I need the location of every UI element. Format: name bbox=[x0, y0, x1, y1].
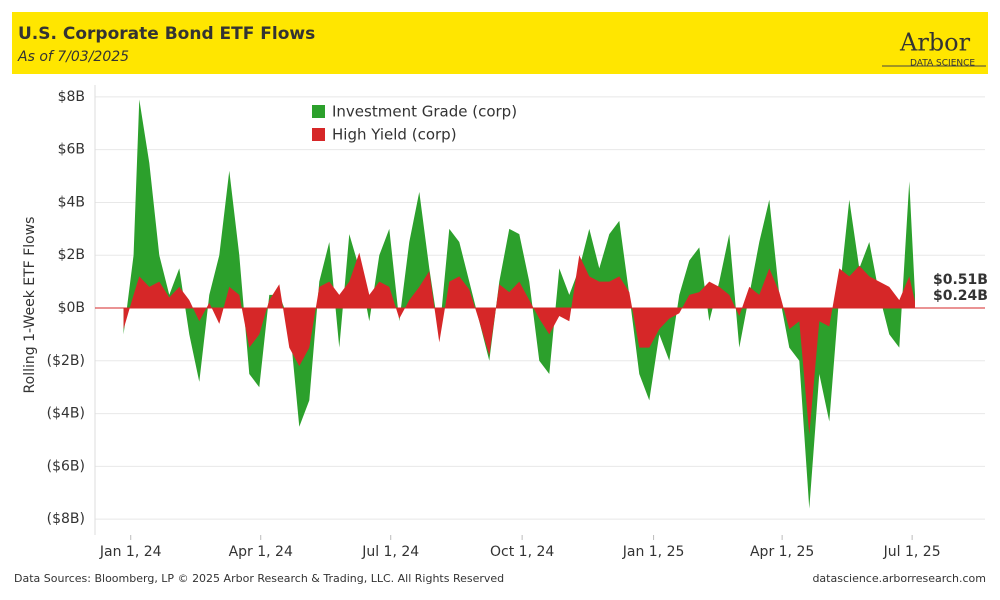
legend-label: High Yield (corp) bbox=[332, 126, 457, 144]
x-tick-label: Oct 1, 24 bbox=[490, 544, 554, 560]
end-label: $0.24B bbox=[933, 288, 988, 304]
logo-sub: DATA SCIENCE bbox=[910, 59, 975, 69]
y-tick-label: ($4B) bbox=[47, 406, 85, 422]
y-tick-label: $0B bbox=[58, 300, 85, 316]
subtitle: As of 7/03/2025 bbox=[17, 49, 129, 65]
legend-swatch bbox=[312, 105, 325, 118]
title: U.S. Corporate Bond ETF Flows bbox=[18, 24, 315, 44]
legend-swatch bbox=[312, 128, 325, 141]
end-label: $0.51B bbox=[933, 272, 988, 288]
footer-right: datascience.arborresearch.com bbox=[812, 572, 986, 585]
x-tick-label: Jul 1, 24 bbox=[361, 544, 419, 560]
x-tick-label: Jan 1, 24 bbox=[99, 544, 162, 560]
flow-area bbox=[123, 252, 916, 435]
x-tick-label: Jul 1, 25 bbox=[883, 544, 941, 560]
legend-label: Investment Grade (corp) bbox=[332, 103, 517, 121]
y-tick-label: $2B bbox=[58, 247, 85, 263]
x-tick-label: Apr 1, 25 bbox=[750, 544, 814, 560]
logo: Arbor bbox=[899, 29, 971, 57]
x-tick-label: Jan 1, 25 bbox=[622, 544, 685, 560]
x-tick-label: Apr 1, 24 bbox=[229, 544, 293, 560]
header-band bbox=[12, 12, 988, 74]
footer-left: Data Sources: Bloomberg, LP © 2025 Arbor… bbox=[14, 572, 504, 585]
y-axis-label: Rolling 1-Week ETF Flows bbox=[22, 217, 38, 394]
y-tick-label: ($2B) bbox=[47, 353, 85, 369]
y-tick-label: ($6B) bbox=[47, 458, 85, 474]
y-tick-label: $6B bbox=[58, 142, 85, 158]
y-tick-label: $4B bbox=[58, 194, 85, 210]
y-tick-label: ($8B) bbox=[47, 511, 85, 527]
y-tick-label: $8B bbox=[58, 89, 85, 105]
